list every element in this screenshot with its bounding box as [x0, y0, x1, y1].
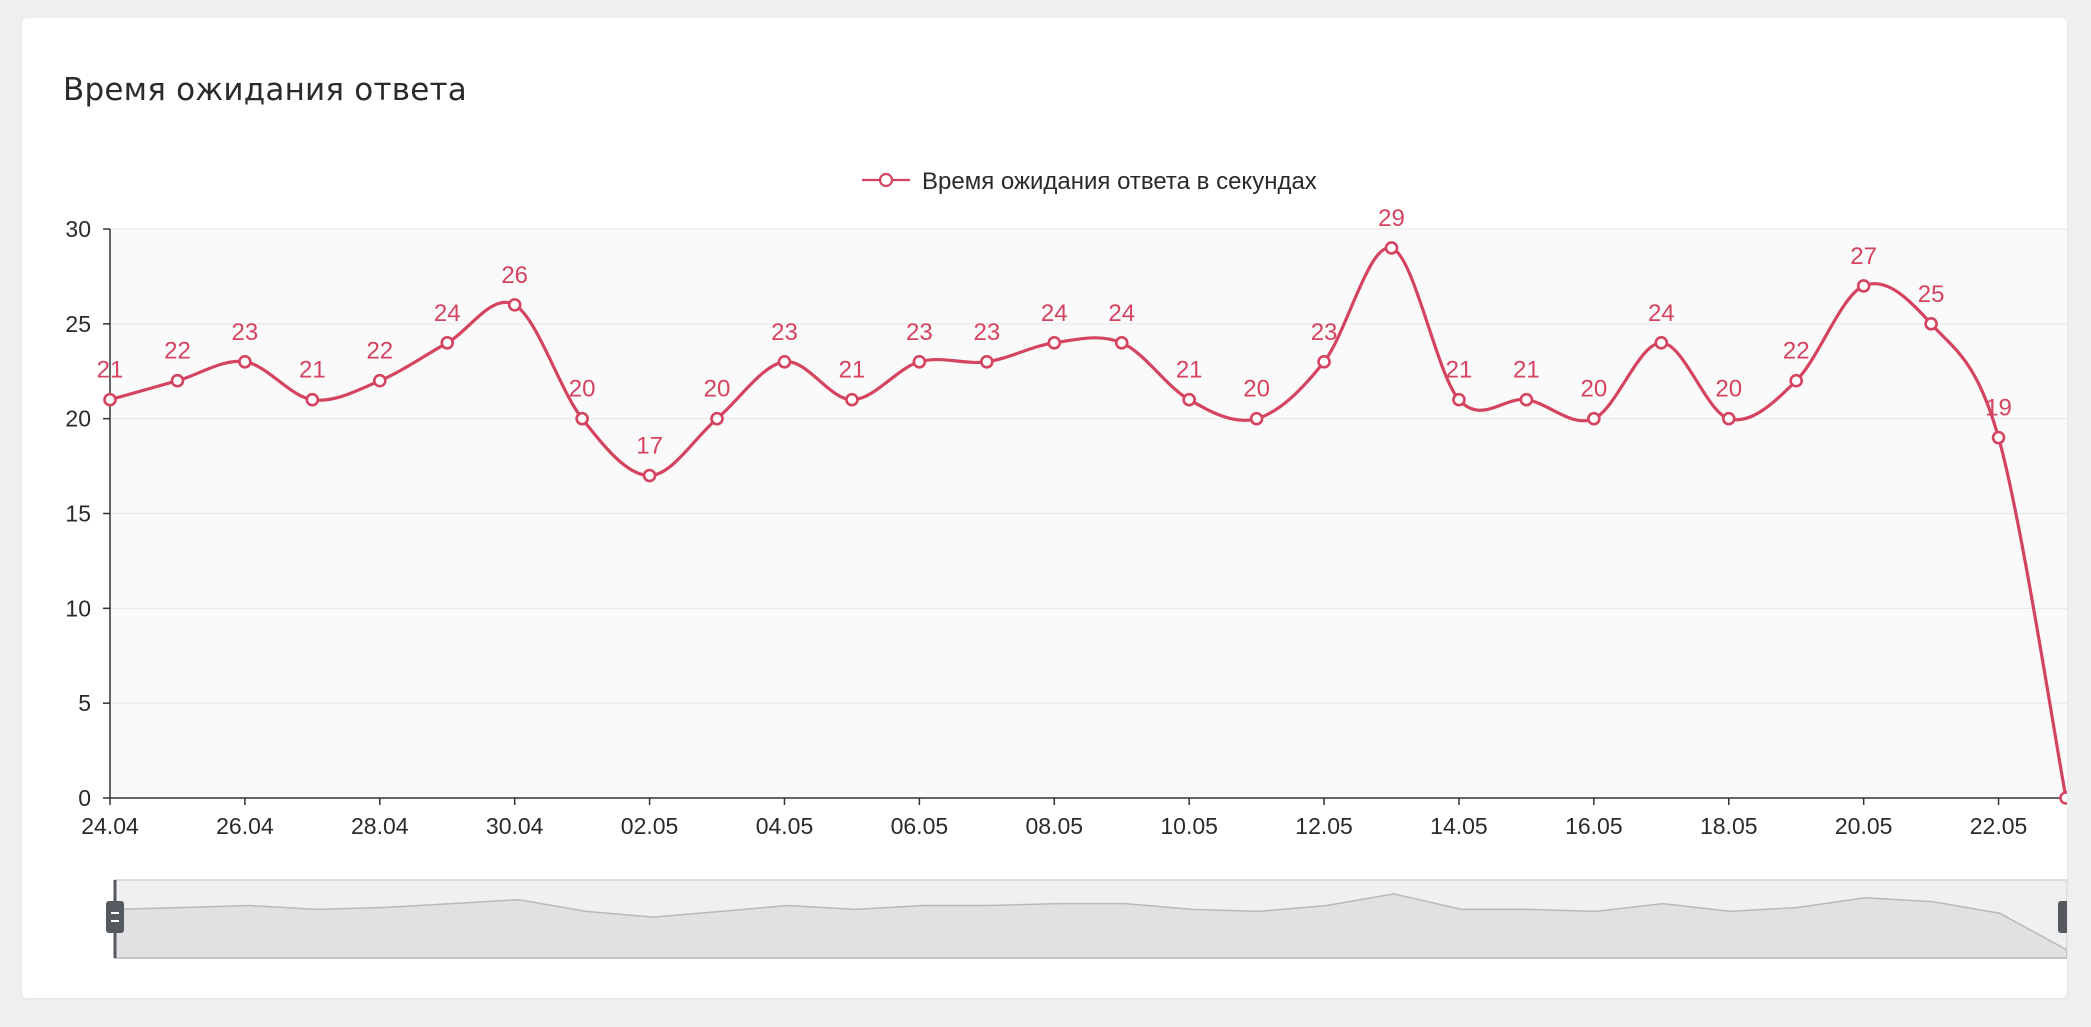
data-point[interactable]	[1182, 392, 1196, 407]
x-tick-label: 04.05	[756, 813, 814, 839]
data-label: 24	[1108, 300, 1135, 327]
data-point[interactable]	[575, 411, 589, 426]
chart-card: Время ожидания ответа 0 5 10 15 20 25 30 24.04 2…	[22, 18, 2067, 998]
data-point[interactable]	[103, 392, 117, 407]
x-tick-label: 08.05	[1025, 813, 1083, 839]
data-point[interactable]	[1856, 279, 1871, 293]
data-zoom-start-handle[interactable]	[106, 901, 124, 933]
x-tick-label: 24.04	[81, 813, 139, 839]
y-tick-label: 25	[65, 311, 91, 337]
x-tick-label: 18.05	[1700, 813, 1758, 839]
data-point[interactable]	[1519, 392, 1534, 407]
data-label: 22	[164, 338, 191, 365]
data-point[interactable]	[1721, 411, 1736, 426]
data-point[interactable]	[1384, 241, 1399, 255]
data-point[interactable]	[1789, 373, 1804, 388]
data-point[interactable]	[1249, 411, 1264, 426]
y-tick-label: 10	[65, 595, 91, 621]
x-tick-label: 20.05	[1835, 813, 1893, 839]
data-point[interactable]	[507, 298, 522, 312]
data-point[interactable]	[1587, 411, 1601, 426]
data-label: 20	[1243, 376, 1270, 403]
data-point[interactable]	[1991, 430, 2006, 445]
x-tick-label: 28.04	[351, 813, 409, 839]
data-label: 21	[839, 357, 866, 384]
x-tick-label: 02.05	[621, 813, 679, 839]
data-point[interactable]	[980, 354, 994, 369]
data-point[interactable]	[710, 411, 724, 426]
data-label: 29	[1378, 205, 1405, 232]
data-label: 24	[434, 300, 461, 327]
y-tick-label: 5	[78, 690, 91, 716]
data-label: 17	[636, 433, 663, 460]
data-point[interactable]	[845, 392, 859, 407]
data-label: 20	[704, 376, 731, 403]
data-label: 27	[1850, 243, 1877, 270]
data-point[interactable]	[912, 354, 927, 369]
y-tick-label: 15	[65, 501, 91, 527]
data-label: 21	[1176, 357, 1203, 384]
data-label: 21	[299, 357, 326, 384]
data-label: 23	[906, 319, 933, 346]
data-label: 25	[1918, 281, 1945, 308]
data-point[interactable]	[238, 354, 252, 369]
data-label: 23	[1311, 319, 1338, 346]
data-point[interactable]	[1114, 335, 1129, 350]
data-point[interactable]	[777, 354, 792, 369]
data-label: 23	[771, 319, 798, 346]
data-point[interactable]	[305, 392, 320, 407]
data-label: 23	[973, 319, 1000, 346]
data-point[interactable]	[1317, 354, 1331, 369]
card-title: Время ожидания ответа	[63, 72, 467, 108]
data-label: 20	[1581, 376, 1608, 403]
data-label: 21	[1446, 357, 1473, 384]
x-tick-label: 06.05	[891, 813, 949, 839]
data-point[interactable]	[1924, 317, 1938, 331]
data-label: 21	[1513, 357, 1540, 384]
line-chart: 0 5 10 15 20 25 30 24.04 26.04 28.04 30.04 02.05 04.…	[65, 168, 2068, 959]
data-zoom-preview	[114, 893, 2067, 959]
data-point[interactable]	[1654, 335, 1669, 350]
data-label: 26	[501, 262, 528, 289]
data-point[interactable]	[1047, 335, 1062, 350]
y-tick-label: 30	[65, 216, 91, 242]
y-tick-label: 20	[65, 406, 91, 432]
data-label: 20	[569, 376, 596, 403]
x-tick-label: 16.05	[1565, 813, 1623, 839]
data-point[interactable]	[2059, 791, 2068, 805]
data-point[interactable]	[372, 373, 387, 388]
x-tick-label: 22.05	[1970, 813, 2028, 839]
data-label: 24	[1041, 300, 1068, 327]
x-tick-label: 10.05	[1160, 813, 1218, 839]
y-tick-label: 0	[78, 785, 91, 811]
data-point[interactable]	[1452, 392, 1466, 407]
data-point[interactable]	[170, 373, 185, 388]
data-label: 19	[1985, 395, 2012, 422]
x-tick-label: 14.05	[1430, 813, 1488, 839]
legend-label: Время ожидания ответа в секундах	[922, 168, 1317, 195]
data-label: 22	[1783, 338, 1810, 365]
data-label: 23	[232, 319, 259, 346]
data-zoom-end-handle[interactable]	[2058, 901, 2067, 933]
data-point[interactable]	[440, 335, 455, 350]
x-tick-label: 12.05	[1295, 813, 1353, 839]
data-point[interactable]	[642, 468, 657, 483]
x-tick-label: 30.04	[486, 813, 544, 839]
x-tick-label: 26.04	[216, 813, 274, 839]
legend-marker	[878, 172, 894, 188]
data-label: 21	[97, 357, 124, 384]
data-label: 22	[366, 338, 393, 365]
data-label: 20	[1715, 376, 1742, 403]
data-label: 24	[1648, 300, 1675, 327]
